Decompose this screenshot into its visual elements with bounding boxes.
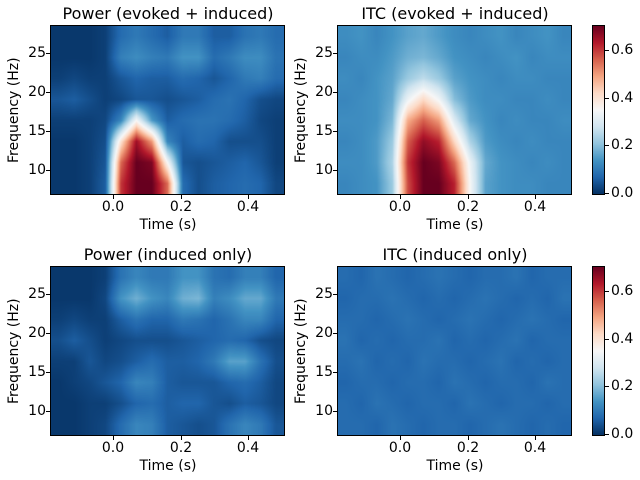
x-tick-label: 0.2 (169, 199, 193, 215)
y-tick-mark (46, 92, 50, 93)
y-tick-mark (333, 131, 337, 132)
subplot-itc-evoked-induced: ITC (evoked + induced) Frequency (Hz) Ti… (287, 3, 573, 243)
y-tick-label: 20 (28, 84, 46, 100)
plot-title: Power (evoked + induced) (62, 4, 274, 23)
x-tick-label: 0.2 (456, 199, 480, 215)
y-tick-mark (46, 333, 50, 334)
y-tick-label: 25 (315, 286, 333, 302)
y-tick-label: 10 (28, 403, 46, 419)
colorbar-tick-mark (605, 145, 609, 146)
y-tick-mark (46, 372, 50, 373)
x-tick-label: 0.2 (456, 440, 480, 456)
y-tick-label: 10 (315, 162, 333, 178)
plot-title: ITC (evoked + induced) (361, 4, 549, 23)
plot-title: Power (induced only) (83, 245, 253, 264)
heatmap-canvas (51, 267, 284, 435)
x-tick-mark (248, 195, 249, 199)
x-tick-label: 0.4 (523, 440, 547, 456)
y-tick-label: 20 (315, 325, 333, 341)
subplot-power-induced-only: Power (induced only) Frequency (Hz) Time… (0, 244, 286, 480)
y-tick-label: 20 (28, 325, 46, 341)
x-tick-mark (181, 195, 182, 199)
y-tick-mark (333, 92, 337, 93)
y-tick-label: 15 (315, 364, 333, 380)
x-axis-label: Time (s) (426, 217, 484, 233)
x-tick-label: 0.0 (388, 440, 412, 456)
x-tick-label: 0.4 (523, 199, 547, 215)
colorbar-tick-mark (605, 98, 609, 99)
y-tick-label: 15 (28, 123, 46, 139)
heatmap-image (337, 266, 572, 436)
y-tick-mark (333, 53, 337, 54)
y-tick-label: 25 (28, 45, 46, 61)
y-tick-mark (333, 170, 337, 171)
x-tick-mark (535, 195, 536, 199)
x-tick-mark (248, 436, 249, 440)
subplot-power-evoked-induced: Power (evoked + induced) Frequency (Hz) … (0, 3, 286, 243)
colorbar-tick-mark (605, 339, 609, 340)
y-tick-label: 25 (315, 45, 333, 61)
x-tick-label: 0.2 (169, 440, 193, 456)
colorbar-tick-mark (605, 50, 609, 51)
plot-title: ITC (induced only) (382, 245, 528, 264)
colorbar-tick-label: 0.0 (611, 185, 634, 201)
colorbar-tick-mark (605, 434, 609, 435)
y-tick-mark (46, 411, 50, 412)
colorbar-tick-mark (605, 193, 609, 194)
y-tick-mark (46, 170, 50, 171)
y-tick-mark (333, 294, 337, 295)
x-tick-mark (468, 436, 469, 440)
y-tick-label: 15 (315, 123, 333, 139)
colorbar-tick-label: 0.6 (611, 283, 634, 299)
heatmap-image (50, 266, 285, 436)
x-tick-label: 0.0 (101, 440, 125, 456)
subplot-itc-induced-only: ITC (induced only) Frequency (Hz) Time (… (287, 244, 573, 480)
colorbar-bottom: 0.6 0.4 0.2 0.0 (592, 266, 640, 442)
x-tick-mark (400, 195, 401, 199)
heatmap-canvas (338, 267, 571, 435)
colorbar-tick-label: 0.4 (611, 90, 634, 106)
colorbar-tick-mark (605, 291, 609, 292)
colorbar-top: 0.6 0.4 0.2 0.0 (592, 25, 640, 201)
x-axis-label: Time (s) (139, 217, 197, 233)
x-axis-label: Time (s) (139, 458, 197, 474)
heatmap-image (50, 25, 285, 195)
x-tick-label: 0.4 (236, 440, 260, 456)
colorbar-canvas (593, 267, 604, 435)
heatmap-image (337, 25, 572, 195)
heatmap-canvas (51, 26, 284, 194)
y-tick-label: 10 (28, 162, 46, 178)
colorbar-tick-label: 0.0 (611, 426, 634, 442)
y-tick-label: 20 (315, 84, 333, 100)
y-tick-label: 25 (28, 286, 46, 302)
x-tick-mark (400, 436, 401, 440)
x-tick-mark (113, 436, 114, 440)
x-tick-mark (113, 195, 114, 199)
colorbar-gradient (592, 25, 605, 195)
x-tick-mark (468, 195, 469, 199)
x-tick-label: 0.0 (388, 199, 412, 215)
colorbar-tick-label: 0.6 (611, 42, 634, 58)
y-tick-label: 15 (28, 364, 46, 380)
colorbar-gradient (592, 266, 605, 436)
x-tick-mark (535, 436, 536, 440)
colorbar-tick-label: 0.4 (611, 331, 634, 347)
y-tick-mark (333, 411, 337, 412)
colorbar-tick-mark (605, 386, 609, 387)
colorbar-canvas (593, 26, 604, 194)
y-tick-mark (46, 131, 50, 132)
x-tick-mark (181, 436, 182, 440)
y-tick-mark (46, 53, 50, 54)
x-tick-label: 0.0 (101, 199, 125, 215)
colorbar-tick-label: 0.2 (611, 137, 634, 153)
heatmap-canvas (338, 26, 571, 194)
x-axis-label: Time (s) (426, 458, 484, 474)
y-tick-label: 10 (315, 403, 333, 419)
y-tick-mark (46, 294, 50, 295)
colorbar-tick-label: 0.2 (611, 378, 634, 394)
y-tick-mark (333, 333, 337, 334)
x-tick-label: 0.4 (236, 199, 260, 215)
y-tick-mark (333, 372, 337, 373)
